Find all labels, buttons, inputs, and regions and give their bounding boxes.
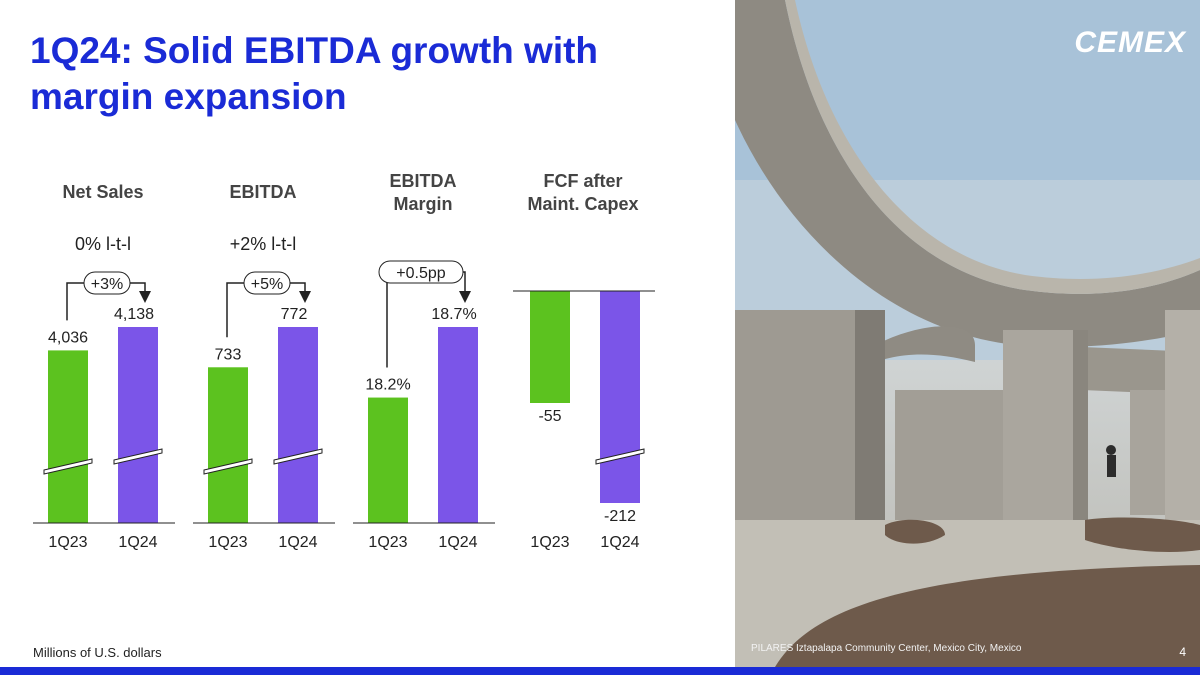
chart-1-bar-1Q24 [118, 327, 158, 523]
chart-1-bar-1Q23 [48, 350, 88, 523]
cemex-logo: CEMEX [1074, 26, 1186, 59]
chart-1-data-label-1Q23: 4,036 [48, 329, 88, 346]
chart-1-axis-break-2 [113, 448, 163, 465]
chart-3-tick-1Q23: 1Q23 [368, 534, 407, 551]
chart-4-bar-1Q23 [530, 291, 570, 403]
chart-2-axis-break-1 [203, 458, 253, 475]
chart-2-subtitle: +2% l-t-l [230, 234, 297, 254]
chart-3-title: EBITDA [390, 171, 457, 191]
chart-2-change-badge [243, 271, 291, 295]
chart-4-title: Maint. Capex [527, 194, 638, 214]
page-number: 4 [1179, 645, 1186, 659]
chart-1-title: Net Sales [62, 182, 143, 202]
chart-1-tick-1Q24: 1Q24 [118, 534, 157, 551]
building-photo: CEMEX PILARES Iztapalapa Community Cente… [735, 0, 1200, 667]
chart-2-bar-1Q24 [278, 327, 318, 523]
chart-1-tick-1Q23: 1Q23 [48, 534, 87, 551]
chart-2-tick-1Q23: 1Q23 [208, 534, 247, 551]
chart-3-change-badge [378, 260, 464, 284]
chart-2-change-label: +5% [251, 276, 283, 293]
chart-4-tick-1Q24: 1Q24 [600, 534, 639, 551]
chart-1-axis-break-1 [43, 458, 93, 475]
chart-2-title: EBITDA [230, 182, 297, 202]
photo-illustration [735, 0, 1200, 667]
chart-2-data-label-1Q24: 772 [281, 306, 308, 323]
chart-3-bar-1Q23 [368, 397, 408, 523]
chart-4-data-label-1Q23: -55 [538, 408, 561, 425]
chart-4-bar-1Q24 [600, 291, 640, 503]
page-title: 1Q24: Solid EBITDA growth with margin ex… [30, 30, 599, 117]
chart-1-change-label: +3% [91, 276, 123, 293]
chart-2-data-label-1Q23: 733 [215, 346, 242, 363]
charts-area: Net Sales 0% l-t-l 4,036 1Q23 4,138 1Q24 +3% EB… [33, 171, 655, 551]
chart-4-axis-break [595, 448, 645, 465]
chart-2-tick-1Q24: 1Q24 [278, 534, 317, 551]
chart-1-subtitle: 0% l-t-l [75, 234, 131, 254]
chart-3-bar-1Q24 [438, 327, 478, 523]
units-footnote: Millions of U.S. dollars [33, 645, 162, 660]
chart-4-title: FCF after [543, 171, 622, 191]
chart-3-change-label: +0.5pp [396, 265, 445, 282]
chart-4-data-label-1Q24: -212 [604, 508, 636, 525]
chart-4-tick-1Q23: 1Q23 [530, 534, 569, 551]
chart-1-change-badge [83, 271, 131, 295]
chart-1-data-label-1Q24: 4,138 [114, 306, 154, 323]
chart-2-axis-break-2 [273, 448, 323, 465]
chart-3-title: Margin [393, 194, 452, 214]
chart-2-bar-1Q23 [208, 367, 248, 523]
bottom-accent-bar [0, 667, 1200, 675]
chart-3-data-label-1Q23: 18.2% [365, 377, 410, 394]
chart-3-data-label-1Q24: 18.7% [431, 306, 476, 323]
chart-3-tick-1Q24: 1Q24 [438, 534, 477, 551]
photo-caption: PILARES Iztapalapa Community Center, Mex… [751, 643, 1022, 654]
